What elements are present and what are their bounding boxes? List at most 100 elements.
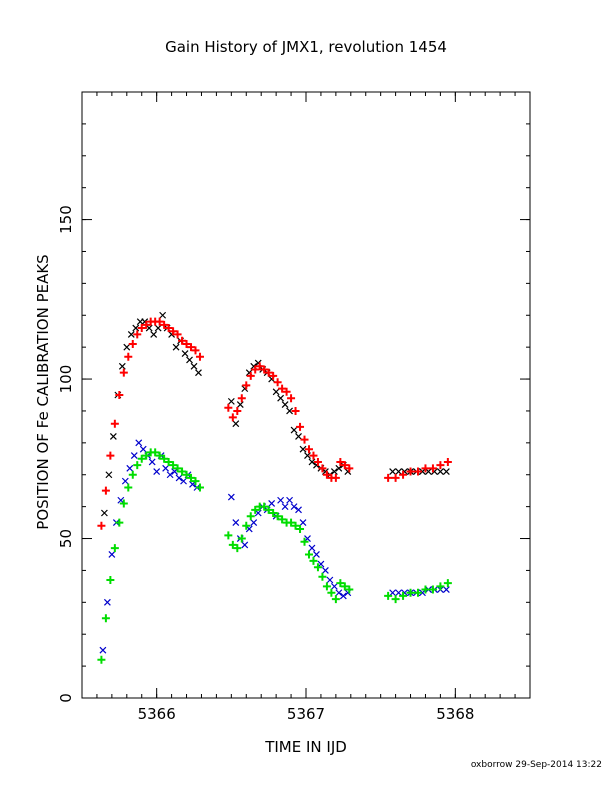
data-point-s1 bbox=[296, 422, 305, 431]
data-point-s2 bbox=[121, 477, 129, 485]
data-point-s1 bbox=[421, 464, 430, 473]
data-point-s1 bbox=[291, 406, 300, 415]
data-point-s2 bbox=[227, 493, 235, 501]
data-point-s1 bbox=[443, 457, 452, 466]
data-point-s3 bbox=[421, 585, 430, 594]
data-point-s1 bbox=[318, 464, 327, 473]
data-point-s2 bbox=[395, 589, 403, 597]
data-point-s2 bbox=[335, 589, 343, 597]
data-point-s3 bbox=[313, 563, 322, 572]
data-point-s2 bbox=[175, 474, 183, 482]
data-point-s2 bbox=[281, 503, 289, 511]
data-point-s0 bbox=[100, 509, 108, 517]
data-point-s3 bbox=[327, 588, 336, 597]
data-point-s3 bbox=[331, 595, 340, 604]
footer-credit: oxborrow 29-Sep-2014 13:22 bbox=[470, 760, 602, 770]
data-point-s3 bbox=[287, 518, 296, 527]
data-point-s2 bbox=[389, 589, 397, 597]
data-point-s0 bbox=[389, 468, 397, 475]
x-tick-label: 5368 bbox=[436, 705, 474, 723]
data-point-s3 bbox=[133, 461, 142, 470]
data-point-s0 bbox=[290, 426, 298, 434]
data-point-s3 bbox=[309, 556, 318, 565]
data-point-s3 bbox=[273, 512, 282, 521]
data-point-s3 bbox=[128, 470, 137, 479]
data-point-s3 bbox=[101, 614, 110, 623]
data-point-s2 bbox=[130, 452, 138, 460]
data-point-s3 bbox=[391, 595, 400, 604]
data-point-s0 bbox=[123, 343, 131, 351]
data-point-s0 bbox=[186, 356, 193, 364]
data-point-s1 bbox=[246, 371, 255, 380]
data-point-s0 bbox=[118, 362, 126, 370]
data-point-s1 bbox=[340, 461, 349, 470]
data-point-s3 bbox=[300, 537, 309, 546]
data-point-s3 bbox=[264, 505, 273, 514]
data-points bbox=[97, 311, 452, 664]
data-point-s1 bbox=[155, 317, 164, 326]
data-point-s1 bbox=[173, 330, 182, 339]
data-point-s1 bbox=[191, 346, 200, 355]
data-point-s2 bbox=[108, 551, 116, 558]
data-point-s1 bbox=[169, 327, 178, 336]
data-point-s0 bbox=[150, 330, 158, 338]
data-point-s1 bbox=[313, 457, 322, 466]
data-point-s1 bbox=[142, 320, 151, 329]
data-point-s1 bbox=[300, 435, 309, 444]
tick-labels: 5366 5367 5368 0 50 100 150 bbox=[57, 205, 474, 723]
data-point-s3 bbox=[151, 448, 160, 457]
data-point-s1 bbox=[133, 330, 142, 339]
data-point-s1 bbox=[251, 365, 260, 374]
data-point-s2 bbox=[286, 496, 293, 504]
data-point-s2 bbox=[166, 471, 174, 479]
data-point-s1 bbox=[128, 339, 137, 348]
data-point-s1 bbox=[160, 320, 169, 329]
data-point-s2 bbox=[148, 458, 156, 466]
data-point-s1 bbox=[119, 368, 128, 377]
data-point-s1 bbox=[242, 381, 251, 390]
data-point-s3 bbox=[97, 655, 106, 664]
data-point-s3 bbox=[169, 461, 178, 470]
data-point-s0 bbox=[436, 468, 444, 475]
data-point-s1 bbox=[331, 473, 340, 482]
data-point-s1 bbox=[97, 521, 106, 530]
data-point-s0 bbox=[330, 468, 338, 475]
data-point-s1 bbox=[101, 486, 110, 495]
data-point-s1 bbox=[228, 413, 237, 422]
data-point-s2 bbox=[135, 439, 143, 447]
y-axis-label: POSITION OF Fe CALIBRATION PEAKS bbox=[34, 254, 52, 530]
data-point-s1 bbox=[428, 464, 437, 473]
data-point-s2 bbox=[139, 445, 147, 453]
data-point-s3 bbox=[384, 591, 393, 600]
data-point-s3 bbox=[106, 575, 115, 584]
data-point-s2 bbox=[250, 519, 258, 527]
data-point-s2 bbox=[232, 519, 240, 527]
x-axis-label: TIME IN IJD bbox=[265, 738, 347, 756]
data-point-s1 bbox=[164, 324, 173, 333]
data-point-s2 bbox=[313, 551, 320, 558]
data-point-s0 bbox=[442, 468, 450, 475]
data-point-s1 bbox=[322, 470, 331, 479]
data-point-s1 bbox=[278, 384, 287, 393]
data-point-s1 bbox=[391, 473, 400, 482]
data-point-s3 bbox=[340, 582, 349, 591]
data-point-s3 bbox=[237, 534, 246, 543]
data-point-s0 bbox=[272, 388, 280, 396]
data-point-s3 bbox=[160, 454, 169, 463]
data-point-s3 bbox=[242, 521, 251, 530]
data-point-s0 bbox=[335, 464, 343, 472]
data-point-s2 bbox=[339, 592, 347, 600]
data-point-s1 bbox=[195, 352, 204, 361]
data-point-s3 bbox=[278, 515, 287, 524]
data-point-s3 bbox=[322, 582, 331, 591]
data-point-s1 bbox=[106, 451, 115, 460]
data-point-s0 bbox=[105, 471, 113, 479]
data-point-s2 bbox=[290, 503, 298, 511]
data-point-s0 bbox=[236, 401, 244, 408]
data-point-s1 bbox=[406, 467, 415, 476]
data-point-s0 bbox=[109, 433, 117, 440]
data-point-s3 bbox=[142, 451, 151, 460]
data-point-s2 bbox=[103, 598, 111, 606]
data-point-s1 bbox=[237, 394, 246, 403]
